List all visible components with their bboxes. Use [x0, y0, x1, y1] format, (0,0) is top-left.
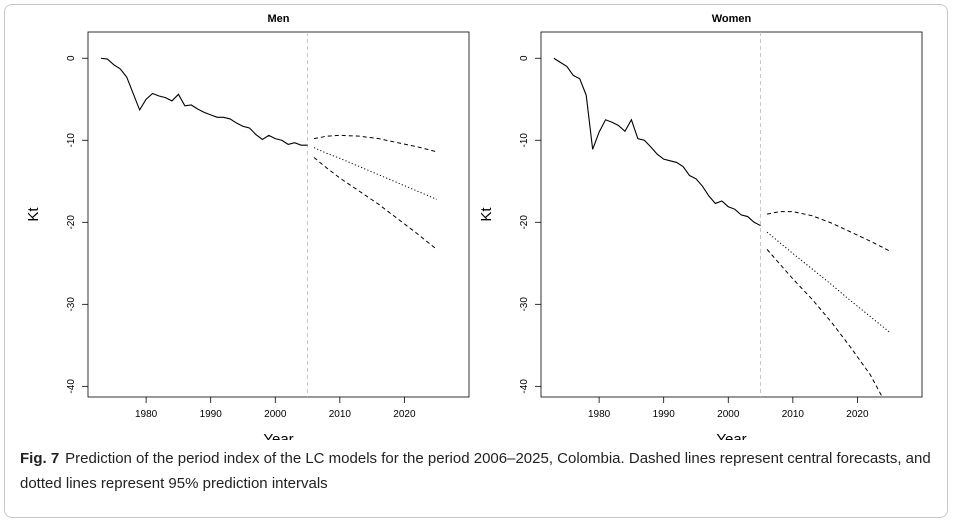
chart-title: Men — [268, 13, 290, 25]
series-line — [313, 157, 438, 250]
x-tick-label: 2000 — [717, 409, 740, 420]
series-line — [766, 231, 891, 333]
x-tick-label: 1980 — [588, 409, 611, 420]
series-line — [313, 147, 437, 200]
plot-box — [87, 31, 470, 398]
x-tick-label: 2000 — [264, 409, 287, 420]
chart-title: Women — [712, 13, 752, 25]
x-tick-label: 2010 — [782, 409, 805, 420]
plot-box — [540, 31, 923, 398]
y-axis-label: Kt — [478, 207, 495, 222]
x-tick-label: 2010 — [329, 409, 352, 420]
x-tick-label: 1990 — [653, 409, 676, 420]
caption: Fig. 7 Prediction of the period index of … — [20, 446, 935, 496]
series-line — [766, 211, 890, 252]
series-line — [100, 57, 308, 146]
y-axis-label: Kt — [25, 207, 42, 222]
y-tick-label: -10 — [519, 133, 530, 148]
y-tick-label: -10 — [66, 133, 77, 148]
caption-label: Fig. 7 — [20, 450, 60, 467]
x-tick-label: 2020 — [393, 409, 416, 420]
series-line — [553, 57, 761, 227]
y-tick-label: -20 — [519, 215, 530, 230]
chart: Men 1980 1990 2000 2010 2020 0 -10 -20 -30 -40 Year… — [25, 13, 470, 440]
charts: Men 1980 1990 2000 2010 2020 0 -10 -20 -30 -40 Year… — [25, 13, 923, 440]
y-tick-label: -30 — [519, 297, 530, 312]
x-tick-label: 1980 — [135, 409, 158, 420]
y-tick-label: -40 — [66, 379, 77, 394]
y-tick-label: 0 — [66, 55, 77, 61]
x-tick-label: 1990 — [200, 409, 223, 420]
y-tick-label: -40 — [519, 379, 530, 394]
x-axis-label: Year — [263, 431, 293, 440]
x-axis-label: Year — [716, 431, 746, 440]
y-tick-label: -20 — [66, 215, 77, 230]
x-tick-label: 2020 — [846, 409, 869, 420]
series-line — [313, 134, 437, 153]
y-tick-label: -30 — [66, 297, 77, 312]
chart: Women 1980 1990 2000 2010 2020 0 -10 -20 -30 -40 Ye… — [478, 13, 923, 440]
series-line — [766, 249, 883, 397]
figure-frame — [4, 4, 948, 518]
caption-text: Prediction of the period index of the LC… — [20, 450, 931, 492]
y-tick-label: 0 — [519, 55, 530, 61]
